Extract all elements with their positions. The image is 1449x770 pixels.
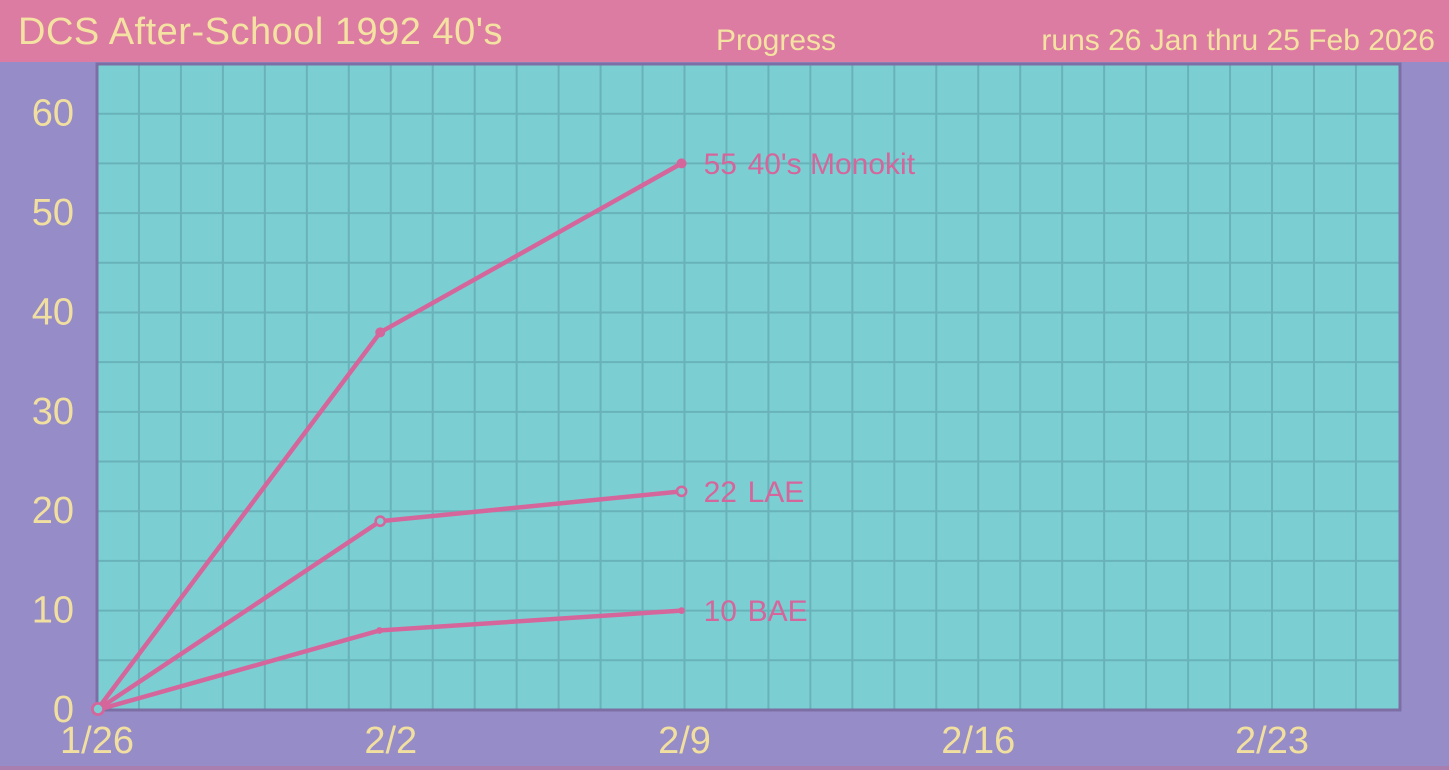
bottom-edge-strip [0, 766, 1449, 770]
x-tick-label: 2/16 [941, 720, 1015, 762]
header-subtitle: Progress [716, 24, 837, 57]
x-tick-label: 2/9 [658, 720, 711, 762]
series-name-label-40-s-monokit: 40's Monokit [748, 148, 916, 181]
y-tick-label: 50 [32, 192, 74, 234]
plot-background [97, 64, 1400, 710]
series-value-label-lae: 22 [704, 476, 737, 509]
data-point-marker [675, 485, 688, 498]
x-tick-label: 2/2 [364, 720, 417, 762]
x-tick-label: 1/26 [60, 720, 134, 762]
data-point-marker [676, 158, 687, 169]
y-tick-label: 10 [32, 590, 74, 632]
header-bar: DCS After-School 1992 40's Progress runs… [0, 0, 1449, 62]
y-tick-label: 30 [32, 391, 74, 433]
y-tick-label: 60 [32, 93, 74, 135]
x-tick-label: 2/23 [1235, 720, 1309, 762]
y-tick-label: 0 [53, 689, 74, 731]
origin-marker [91, 702, 106, 717]
series-value-label-bae: 10 [704, 595, 737, 628]
data-point-marker [678, 607, 685, 615]
series-name-label-bae: BAE [748, 595, 808, 628]
data-point-marker [376, 627, 383, 634]
series-value-label-40-s-monokit: 55 [704, 148, 737, 181]
series-name-label-lae: LAE [748, 476, 805, 509]
header-date-range: runs 26 Jan thru 25 Feb 2026 [1041, 24, 1435, 57]
data-point-marker [375, 327, 386, 338]
data-point-marker [374, 515, 387, 528]
y-tick-label: 40 [32, 291, 74, 333]
y-tick-label: 20 [32, 490, 74, 532]
page-title: DCS After-School 1992 40's [18, 11, 503, 53]
plot-border [95, 62, 1402, 712]
